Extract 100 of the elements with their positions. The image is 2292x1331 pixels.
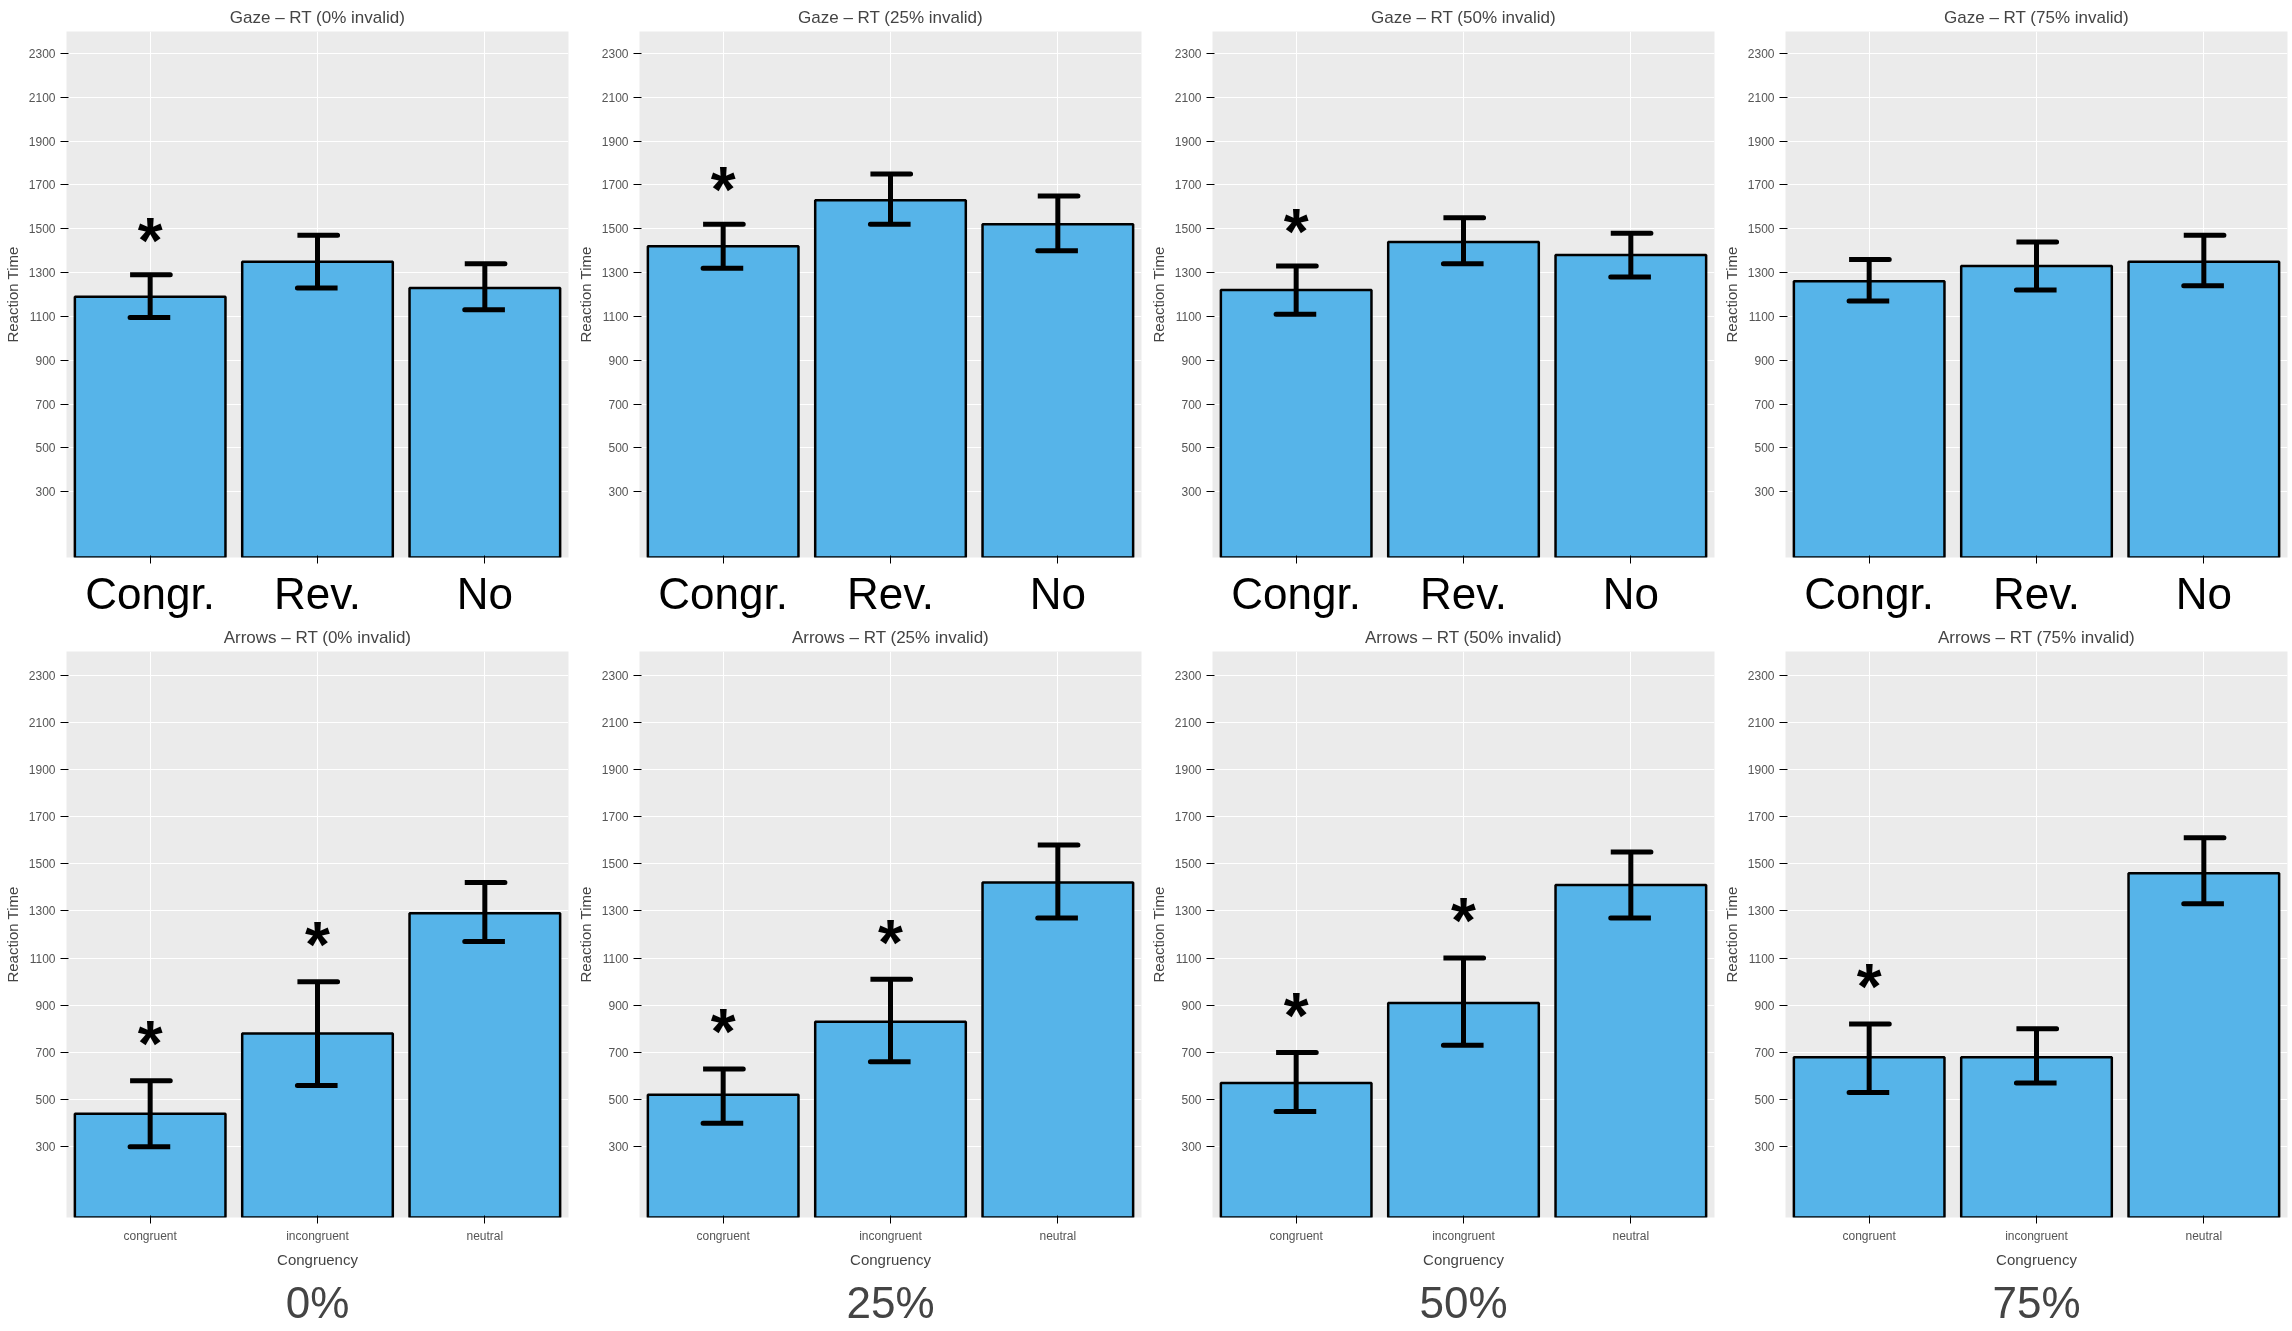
y-tick-label: 500 — [35, 1093, 56, 1108]
y-tick-label: 300 — [608, 485, 629, 500]
y-tick-label: 2100 — [28, 715, 56, 730]
y-tick-label: 700 — [35, 1045, 56, 1060]
x-tick-label: incongruent — [1432, 1228, 1496, 1243]
y-tick-label: 300 — [1754, 485, 1775, 500]
annotation: * — [1283, 195, 1309, 268]
x-tick-label: Congr. — [658, 568, 788, 618]
y-tick-label: 900 — [1181, 998, 1202, 1013]
y-tick-label: 700 — [608, 397, 629, 412]
y-tick-label: 2300 — [1747, 46, 1775, 61]
y-tick-label: 300 — [1181, 1140, 1202, 1155]
y-tick-label: 2100 — [601, 715, 629, 730]
y-tick-label: 2100 — [1747, 90, 1775, 105]
y-tick-label: 1700 — [601, 178, 629, 193]
y-tick-label: 1500 — [1174, 857, 1202, 872]
y-tick-label: 1500 — [1174, 222, 1202, 237]
y-tick-label: 1300 — [28, 266, 56, 281]
y-axis-title: Reaction Time — [1722, 246, 1740, 343]
annotation: * — [878, 906, 904, 979]
chart-title: Gaze – RT (75% invalid) — [1944, 7, 2129, 27]
y-tick-label: 700 — [1181, 1045, 1202, 1060]
y-tick-label: 1700 — [1174, 178, 1202, 193]
y-tick-label: 700 — [1754, 397, 1775, 412]
annotation: * — [1856, 951, 1882, 1024]
y-tick-label: 300 — [35, 485, 56, 500]
x-tick-label: neutral — [1612, 1228, 1650, 1243]
y-tick-label: 900 — [35, 998, 56, 1013]
y-tick-label: 300 — [1181, 485, 1202, 500]
annotation: * — [710, 996, 736, 1069]
y-tick-label: 2100 — [601, 90, 629, 105]
x-tick-label: incongruent — [286, 1228, 350, 1243]
y-tick-label: 500 — [608, 441, 629, 456]
y-tick-label: 1700 — [1747, 178, 1775, 193]
x-tick-label: incongruent — [859, 1228, 923, 1243]
text: 75% — [1992, 1277, 2081, 1327]
y-tick-label: 1900 — [1174, 134, 1202, 149]
y-tick-label: 1300 — [1174, 266, 1202, 281]
y-axis-title: Reaction Time — [1149, 246, 1167, 343]
annotation: * — [710, 154, 736, 227]
x-tick-label: neutral — [2185, 1228, 2223, 1243]
chart-title: Gaze – RT (50% invalid) — [1371, 7, 1556, 27]
y-tick-label: 700 — [1754, 1045, 1775, 1060]
y-tick-label: 900 — [1754, 998, 1775, 1013]
y-tick-label: 1100 — [602, 309, 629, 324]
chart-title: Arrows – RT (50% invalid) — [1364, 627, 1562, 647]
y-tick-label: 500 — [1181, 441, 1202, 456]
text: 25% — [846, 1277, 935, 1327]
annotation: * — [137, 204, 163, 277]
annotation: * — [1283, 979, 1309, 1052]
y-tick-label: 1700 — [28, 178, 56, 193]
y-tick-label: 700 — [1181, 397, 1202, 412]
y-tick-label: 1700 — [1747, 810, 1775, 825]
y-tick-label: 1100 — [29, 309, 56, 324]
x-tick-label: congruent — [696, 1228, 751, 1243]
y-tick-label: 500 — [1754, 441, 1775, 456]
y-tick-label: 300 — [35, 1140, 56, 1155]
y-tick-label: 700 — [35, 397, 56, 412]
x-axis-title: Congruency — [277, 1250, 359, 1268]
x-axis-title: Congruency — [850, 1250, 932, 1268]
y-tick-label: 2300 — [601, 668, 629, 683]
x-tick-label: Rev. — [1992, 568, 2081, 618]
x-axis-title: Congruency — [1423, 1250, 1505, 1268]
y-tick-label: 500 — [608, 1093, 629, 1108]
y-tick-label: 1300 — [1174, 904, 1202, 919]
text: 50% — [1419, 1277, 1508, 1327]
y-tick-label: 1700 — [28, 810, 56, 825]
y-tick-label: 1100 — [602, 951, 629, 966]
y-tick-label: 2300 — [1747, 668, 1775, 683]
y-tick-label: 1500 — [1747, 222, 1775, 237]
y-tick-label: 1500 — [28, 857, 56, 872]
x-tick-label: congruent — [1842, 1228, 1897, 1243]
x-tick-label: Rev. — [273, 568, 362, 618]
y-tick-label: 1500 — [28, 222, 56, 237]
y-tick-label: 1500 — [601, 222, 629, 237]
annotation: * — [1451, 885, 1477, 958]
x-tick-label: No — [456, 568, 513, 618]
y-axis-title: Reaction Time — [576, 246, 594, 343]
y-tick-label: 500 — [35, 441, 56, 456]
y-tick-label: 2300 — [601, 46, 629, 61]
y-tick-label: 1300 — [28, 904, 56, 919]
y-tick-label: 1300 — [1747, 904, 1775, 919]
y-tick-label: 900 — [1181, 353, 1202, 368]
x-tick-label: incongruent — [2005, 1228, 2069, 1243]
y-tick-label: 2300 — [1174, 46, 1202, 61]
y-axis-title: Reaction Time — [3, 886, 21, 983]
x-tick-label: No — [2175, 568, 2232, 618]
y-axis-title: Reaction Time — [576, 886, 594, 983]
y-tick-label: 1100 — [1175, 951, 1202, 966]
y-tick-label: 1100 — [1748, 309, 1775, 324]
x-tick-label: congruent — [123, 1228, 178, 1243]
y-tick-label: 2100 — [1174, 715, 1202, 730]
y-tick-label: 1100 — [29, 951, 56, 966]
text: 0% — [285, 1277, 350, 1327]
y-tick-label: 900 — [1754, 353, 1775, 368]
y-axis-title: Reaction Time — [1722, 886, 1740, 983]
y-tick-label: 500 — [1181, 1093, 1202, 1108]
y-tick-label: 2300 — [28, 46, 56, 61]
annotation: * — [137, 1007, 163, 1080]
x-tick-label: Congr. — [85, 568, 215, 618]
